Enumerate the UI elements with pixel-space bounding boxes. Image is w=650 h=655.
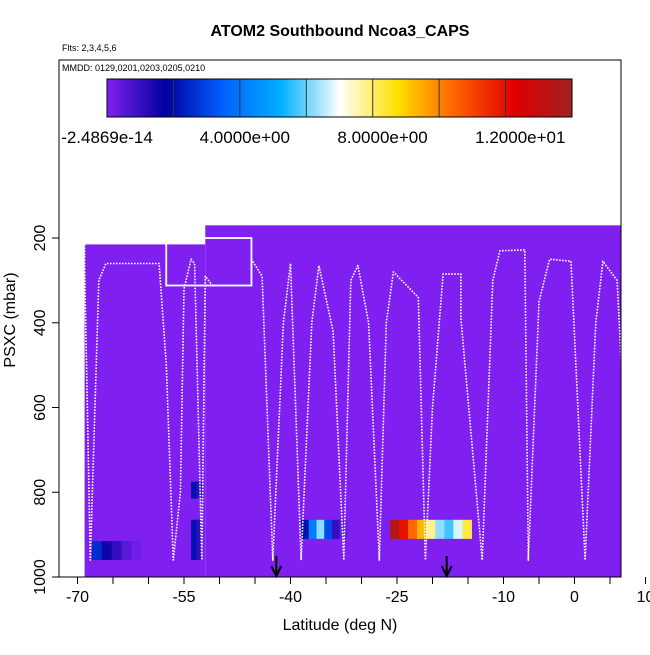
heatmap-cell xyxy=(191,481,197,499)
colorbar-dividers xyxy=(172,79,507,117)
plot-area xyxy=(83,225,647,577)
x-axis-tick-label: 0 xyxy=(570,589,579,606)
chart-subtitle-flights: Flts: 2,3,4,5,6 xyxy=(62,43,117,53)
heatmap-cell xyxy=(196,481,203,499)
colorbar-tick-label: 4.0000e+00 xyxy=(200,128,290,147)
heatmap-background xyxy=(84,225,621,577)
x-axis-tick-label: -10 xyxy=(492,589,515,606)
heatmap-cell xyxy=(444,519,454,539)
colorbar-tick-label: 8.0000e+00 xyxy=(337,128,427,147)
x-axis-tick-label: 10 xyxy=(637,589,650,606)
flight-marker-arrow-head xyxy=(440,565,453,579)
heatmap-cell xyxy=(308,519,317,539)
x-axis-label: Latitude (deg N) xyxy=(283,617,398,634)
heatmap-cell xyxy=(324,519,333,539)
y-axis-tick-label: 200 xyxy=(32,225,49,252)
heatmap-cell xyxy=(398,519,409,539)
y-axis-tick-label: 800 xyxy=(32,479,49,506)
colorbar-tick-label: -2.4869e-14 xyxy=(61,128,153,147)
x-axis-tick-label: -40 xyxy=(279,589,302,606)
heatmap-cell xyxy=(426,519,436,539)
x-axis-tick-label: -55 xyxy=(172,589,195,606)
heatmap-cell xyxy=(91,540,103,561)
heatmap-cell xyxy=(637,541,647,560)
heatmap-background-region xyxy=(84,244,206,577)
heatmap-cell xyxy=(316,519,325,539)
y-axis-tick-label: 600 xyxy=(32,394,49,421)
heatmap-cell xyxy=(331,519,341,539)
heatmap-cell xyxy=(408,519,418,539)
x-axis-tick-label: -25 xyxy=(385,589,408,606)
heatmap-cell xyxy=(389,519,400,539)
y-axis-tick-label: 1000 xyxy=(32,559,49,595)
heatmap-cell xyxy=(435,519,445,539)
chart-subtitle-dates: MMDD: 0129,0201,0203,0205,0210 xyxy=(62,63,205,73)
heatmap-cell xyxy=(628,541,638,560)
flight-track xyxy=(83,237,621,561)
plot-frame xyxy=(58,59,622,578)
y-axis: 200 400 600 800 1000 xyxy=(32,225,59,595)
flight-marker-arrow-head xyxy=(270,565,283,579)
heatmap-cell xyxy=(462,519,472,539)
heatmap-cell xyxy=(101,540,112,561)
chart-title: ATOM2 Southbound Ncoa3_CAPS xyxy=(211,23,470,40)
heatmap-cell xyxy=(131,540,142,561)
heatmap-cell xyxy=(339,519,348,539)
heatmap-cell xyxy=(111,540,122,561)
heatmap-cell xyxy=(196,519,203,561)
heatmap-cell xyxy=(121,540,132,561)
flight-track-line xyxy=(83,244,621,561)
flight-markers xyxy=(270,556,453,579)
heatmap-cell xyxy=(417,519,427,539)
heatmap-cell xyxy=(453,519,463,539)
colorbar-tick-label: 1.2000e+01 xyxy=(475,128,565,147)
heatmap-cells xyxy=(91,481,647,561)
heatmap-cell xyxy=(191,519,197,561)
colorbar-frame xyxy=(106,78,573,118)
y-axis-label: PSXC (mbar) xyxy=(2,272,19,367)
flight-track-box xyxy=(165,237,253,287)
y-axis-tick-label: 400 xyxy=(32,309,49,336)
x-axis-tick-label: -70 xyxy=(66,589,89,606)
x-axis: -70-55-40-25-1001020304050607080 xyxy=(66,577,650,606)
colorbar xyxy=(107,79,572,117)
colorbar-tick-labels: -2.4869e-14 4.0000e+00 8.0000e+00 1.2000e+0… xyxy=(61,128,565,147)
heatmap-cell xyxy=(301,519,310,539)
